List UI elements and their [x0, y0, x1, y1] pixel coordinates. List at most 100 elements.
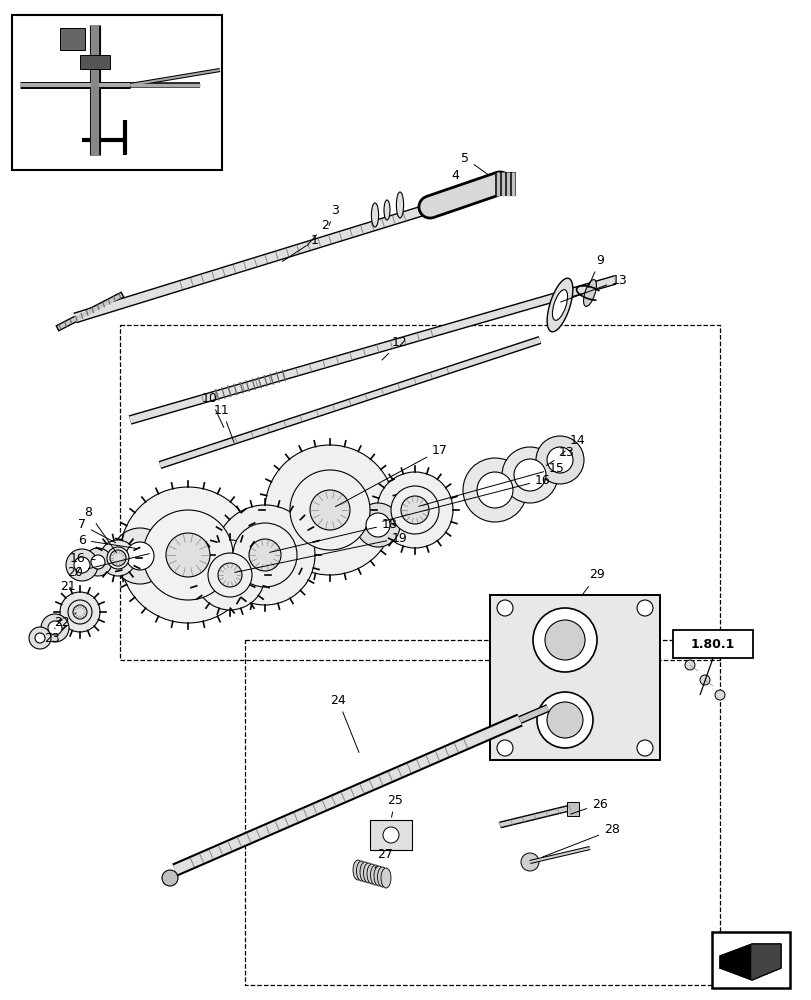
- Circle shape: [215, 505, 315, 605]
- Text: 6: 6: [78, 534, 137, 549]
- Text: 5: 5: [461, 152, 487, 174]
- Text: 13: 13: [546, 446, 574, 465]
- Bar: [60, 28, 85, 50]
- Text: 21: 21: [60, 567, 80, 593]
- Circle shape: [165, 533, 210, 577]
- Circle shape: [355, 503, 400, 547]
- Ellipse shape: [547, 278, 572, 332]
- Bar: [80, 55, 109, 69]
- Ellipse shape: [374, 866, 384, 886]
- Text: 3: 3: [328, 204, 338, 225]
- Ellipse shape: [380, 868, 391, 888]
- Text: 25: 25: [387, 793, 402, 817]
- Circle shape: [143, 510, 233, 600]
- Circle shape: [476, 472, 513, 508]
- Text: 16: 16: [70, 552, 95, 564]
- Circle shape: [195, 540, 264, 610]
- Ellipse shape: [551, 290, 567, 320]
- Circle shape: [264, 445, 394, 575]
- Circle shape: [684, 660, 694, 670]
- Circle shape: [68, 600, 92, 624]
- Circle shape: [29, 627, 51, 649]
- Circle shape: [109, 550, 126, 566]
- Text: 1.80.1: 1.80.1: [690, 638, 734, 650]
- Text: 8: 8: [84, 506, 116, 553]
- Circle shape: [547, 702, 582, 738]
- Circle shape: [366, 513, 389, 537]
- Circle shape: [66, 549, 98, 581]
- Circle shape: [35, 633, 45, 643]
- Ellipse shape: [370, 865, 380, 885]
- Circle shape: [310, 490, 350, 530]
- Circle shape: [496, 600, 513, 616]
- Text: 13: 13: [560, 273, 627, 302]
- Circle shape: [532, 608, 596, 672]
- Circle shape: [120, 487, 255, 623]
- Circle shape: [107, 547, 129, 569]
- Circle shape: [91, 555, 105, 569]
- Circle shape: [290, 470, 370, 550]
- Circle shape: [84, 548, 112, 576]
- Circle shape: [73, 605, 87, 619]
- Bar: [566, 802, 578, 816]
- Ellipse shape: [384, 200, 389, 220]
- Bar: [12, 15, 221, 170]
- Bar: [489, 595, 659, 760]
- Text: 14: 14: [560, 434, 586, 455]
- Ellipse shape: [377, 867, 387, 887]
- Ellipse shape: [371, 203, 378, 227]
- Polygon shape: [719, 944, 780, 980]
- Circle shape: [74, 557, 90, 573]
- Circle shape: [48, 621, 62, 635]
- Ellipse shape: [359, 862, 370, 882]
- Text: 24: 24: [330, 694, 358, 752]
- Circle shape: [521, 853, 539, 871]
- Circle shape: [462, 458, 526, 522]
- Text: 15: 15: [418, 462, 564, 506]
- Circle shape: [535, 436, 583, 484]
- Text: 1: 1: [282, 233, 319, 261]
- Circle shape: [391, 486, 439, 534]
- Bar: [370, 820, 411, 850]
- Text: 22: 22: [54, 613, 75, 628]
- Text: 12: 12: [381, 336, 407, 360]
- Circle shape: [41, 614, 69, 642]
- Text: 27: 27: [375, 848, 393, 868]
- Ellipse shape: [356, 861, 366, 881]
- Circle shape: [126, 542, 154, 570]
- Bar: [672, 630, 752, 658]
- Text: 4: 4: [450, 169, 458, 187]
- Text: 19: 19: [234, 532, 407, 572]
- Circle shape: [513, 459, 545, 491]
- Text: 18: 18: [269, 518, 397, 552]
- Text: 9: 9: [587, 253, 603, 287]
- Text: 26: 26: [570, 797, 607, 814]
- Bar: [711, 932, 789, 988]
- Ellipse shape: [367, 864, 376, 884]
- Circle shape: [636, 740, 652, 756]
- Circle shape: [401, 496, 428, 524]
- Circle shape: [60, 592, 100, 632]
- Circle shape: [112, 528, 168, 584]
- Ellipse shape: [583, 280, 596, 306]
- Text: 29: 29: [581, 568, 604, 596]
- Ellipse shape: [396, 192, 403, 218]
- Circle shape: [233, 523, 297, 587]
- Circle shape: [714, 690, 724, 700]
- Circle shape: [496, 740, 513, 756]
- Circle shape: [536, 692, 592, 748]
- Ellipse shape: [353, 860, 363, 880]
- Circle shape: [249, 539, 281, 571]
- Circle shape: [162, 870, 178, 886]
- Polygon shape: [751, 944, 780, 980]
- Text: 10: 10: [202, 391, 224, 427]
- Text: 2: 2: [307, 219, 328, 246]
- Circle shape: [208, 553, 251, 597]
- Circle shape: [100, 540, 135, 576]
- Text: 7: 7: [78, 518, 115, 543]
- Text: 16: 16: [382, 474, 550, 521]
- Circle shape: [636, 600, 652, 616]
- Circle shape: [699, 675, 709, 685]
- Circle shape: [547, 447, 573, 473]
- Ellipse shape: [363, 863, 373, 883]
